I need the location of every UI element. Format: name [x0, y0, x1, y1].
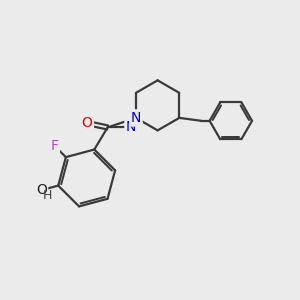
- Text: F: F: [50, 139, 59, 153]
- Text: O: O: [36, 183, 46, 197]
- Text: H: H: [43, 189, 52, 202]
- Text: O: O: [82, 116, 92, 130]
- Text: N: N: [126, 120, 136, 134]
- Text: N: N: [131, 111, 141, 125]
